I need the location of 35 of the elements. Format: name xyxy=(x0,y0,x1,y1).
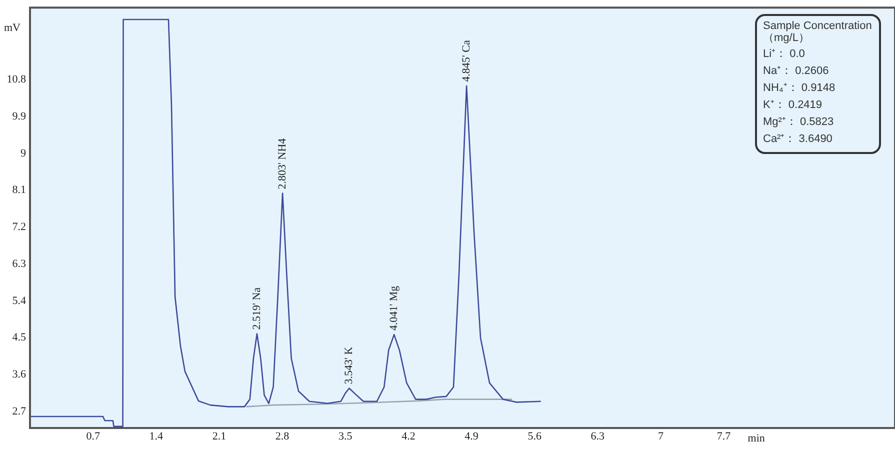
x-tick-label: 2.1 xyxy=(212,430,226,442)
y-tick-label: 5.4 xyxy=(12,294,26,307)
annotation: 3.543' K xyxy=(343,346,356,384)
annotation: Ca²⁺： 3.6490 xyxy=(763,132,834,147)
y-tick-label: 2.7 xyxy=(12,406,26,418)
x-tick-label: 6.3 xyxy=(590,430,606,442)
annotation: Na⁺： 0.2606 xyxy=(763,64,830,79)
x-tick-label: 1.4 xyxy=(149,430,164,442)
annotation: NH₄⁺： 0.9148 xyxy=(763,81,836,96)
x-tick-label: 4.2 xyxy=(402,430,416,442)
annotation: 2.519' Na xyxy=(250,287,263,330)
x-tick-label: 3.5 xyxy=(338,430,353,442)
annotation: 4.041' Mg xyxy=(388,285,400,331)
x-tick-label: 7.7 xyxy=(716,430,732,442)
y-tick-label: 3.6 xyxy=(12,368,26,381)
y-tick-label: 9 xyxy=(20,147,26,160)
x-tick-label: 7 xyxy=(658,430,664,442)
annotation: K⁺： 0.2419 xyxy=(763,98,824,113)
annotation: 2.803' NH4 xyxy=(276,138,288,190)
x-tick-label: 4.9 xyxy=(464,430,479,442)
y-tick-label: 7.2 xyxy=(12,221,26,234)
y-tick-label: 8.1 xyxy=(12,184,26,196)
y-tick-label: 10.8 xyxy=(6,74,26,86)
annotation: Li⁺： 0.0 xyxy=(763,47,806,62)
y-axis-title: mV xyxy=(4,22,21,34)
x-tick-label: 5.6 xyxy=(528,430,542,442)
annotation: Sample Concentration （mg/L） xyxy=(763,20,873,44)
y-tick-label: 6.3 xyxy=(12,258,26,270)
x-tick-label: 0.7 xyxy=(86,430,100,442)
x-tick-label: 2.8 xyxy=(275,430,290,442)
y-tick-label: 9.9 xyxy=(12,110,26,122)
y-tick-label: 4.5 xyxy=(12,332,26,344)
x-axis-title: min xyxy=(748,432,766,444)
annotation: Mg²⁺： 0.5823 xyxy=(763,115,835,130)
annotation: 4.845' Ca xyxy=(460,40,472,82)
